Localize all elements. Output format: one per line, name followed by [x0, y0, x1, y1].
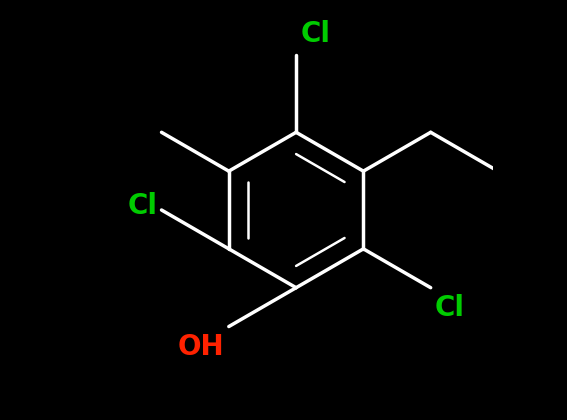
Text: Cl: Cl: [435, 294, 465, 322]
Text: Cl: Cl: [128, 192, 157, 220]
Text: OH: OH: [178, 333, 225, 361]
Text: Cl: Cl: [301, 20, 331, 48]
